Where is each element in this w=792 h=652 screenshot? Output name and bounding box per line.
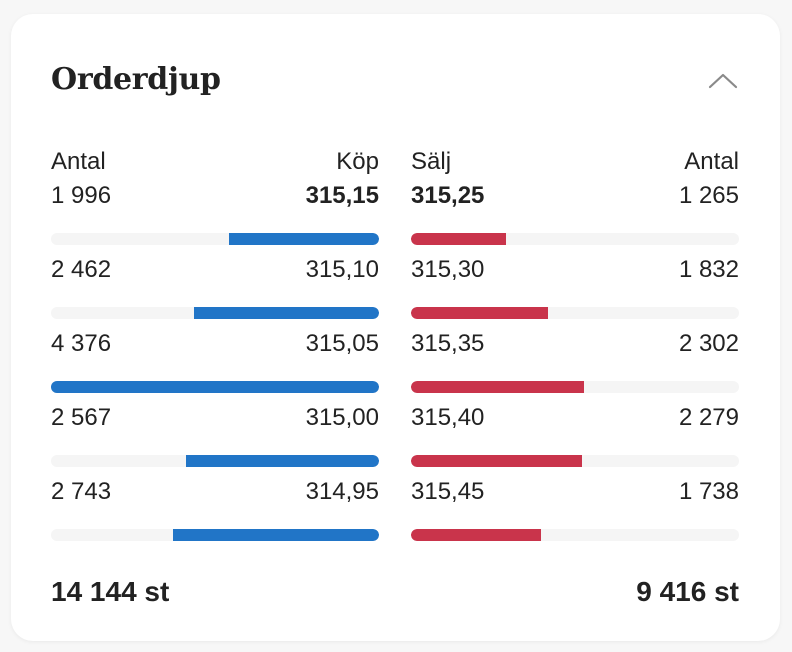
buy-row[interactable]: 1 996 315,15 <box>51 180 379 254</box>
sell-price: 315,40 <box>411 404 485 431</box>
buy-volume-fill <box>186 455 379 467</box>
buy-volume-fill <box>173 529 379 541</box>
buy-total: 14 144 st <box>51 576 170 607</box>
sell-volume-bar <box>411 307 739 319</box>
buy-volume-fill <box>51 381 379 393</box>
buy-price: 314,95 <box>305 478 379 505</box>
sell-volume-fill <box>411 307 549 319</box>
buy-volume-fill <box>194 307 379 319</box>
order-depth-card: Orderdjup Antal Köp 1 996 315,15 2 462 3… <box>11 14 780 641</box>
buy-side: Antal Köp 1 996 315,15 2 462 315,10 4 37… <box>51 144 379 550</box>
sell-total: 9 416 st <box>636 576 739 607</box>
buy-quantity: 2 743 <box>51 478 112 505</box>
sell-quantity: 1 265 <box>678 182 739 209</box>
buy-volume-bar <box>51 307 379 319</box>
sell-row[interactable]: 315,45 1 738 <box>411 476 739 550</box>
buy-price-header: Köp <box>336 148 379 175</box>
buy-row[interactable]: 2 567 315,00 <box>51 402 379 476</box>
buy-volume-fill <box>229 233 379 245</box>
sell-volume-fill <box>411 455 582 467</box>
buy-price: 315,00 <box>305 404 379 431</box>
collapse-button[interactable] <box>705 66 741 96</box>
sell-row[interactable]: 315,30 1 832 <box>411 254 739 328</box>
buy-volume-bar <box>51 455 379 467</box>
sell-row[interactable]: 315,35 2 302 <box>411 328 739 402</box>
sell-volume-fill <box>411 529 542 541</box>
sell-volume-bar <box>411 233 739 245</box>
sell-price-header: Sälj <box>411 148 452 175</box>
buy-price: 315,05 <box>305 330 379 357</box>
sell-side: Sälj Antal 315,25 1 265 315,30 1 832 315… <box>411 144 739 550</box>
totals-row: 14 144 st 9 416 st <box>51 574 739 610</box>
buy-quantity: 4 376 <box>51 330 112 357</box>
sell-volume-bar <box>411 529 739 541</box>
sell-volume-fill <box>411 381 584 393</box>
sell-price: 315,30 <box>411 256 485 283</box>
sell-quantity-header: Antal <box>684 148 739 175</box>
buy-quantity: 1 996 <box>51 182 112 209</box>
sell-price: 315,45 <box>411 478 485 505</box>
buy-volume-bar <box>51 381 379 393</box>
sell-header: Sälj Antal <box>411 144 739 180</box>
buy-price: 315,10 <box>305 256 379 283</box>
sell-price: 315,25 <box>411 182 485 209</box>
buy-volume-bar <box>51 529 379 541</box>
sell-volume-bar <box>411 381 739 393</box>
buy-quantity: 2 462 <box>51 256 112 283</box>
sell-quantity: 1 832 <box>678 256 739 283</box>
sell-row[interactable]: 315,40 2 279 <box>411 402 739 476</box>
buy-row[interactable]: 4 376 315,05 <box>51 328 379 402</box>
sell-quantity: 2 279 <box>678 404 739 431</box>
buy-quantity-header: Antal <box>51 148 106 175</box>
buy-header: Antal Köp <box>51 144 379 180</box>
sell-quantity: 1 738 <box>678 478 739 505</box>
buy-volume-bar <box>51 233 379 245</box>
sell-price: 315,35 <box>411 330 485 357</box>
buy-row[interactable]: 2 743 314,95 <box>51 476 379 550</box>
buy-price: 315,15 <box>305 182 379 209</box>
sell-volume-bar <box>411 455 739 467</box>
sell-volume-fill <box>411 233 506 245</box>
widget-title: Orderdjup <box>51 62 221 97</box>
buy-quantity: 2 567 <box>51 404 112 431</box>
chevron-up-icon <box>708 73 738 89</box>
sell-row[interactable]: 315,25 1 265 <box>411 180 739 254</box>
sell-quantity: 2 302 <box>678 330 739 357</box>
buy-row[interactable]: 2 462 315,10 <box>51 254 379 328</box>
